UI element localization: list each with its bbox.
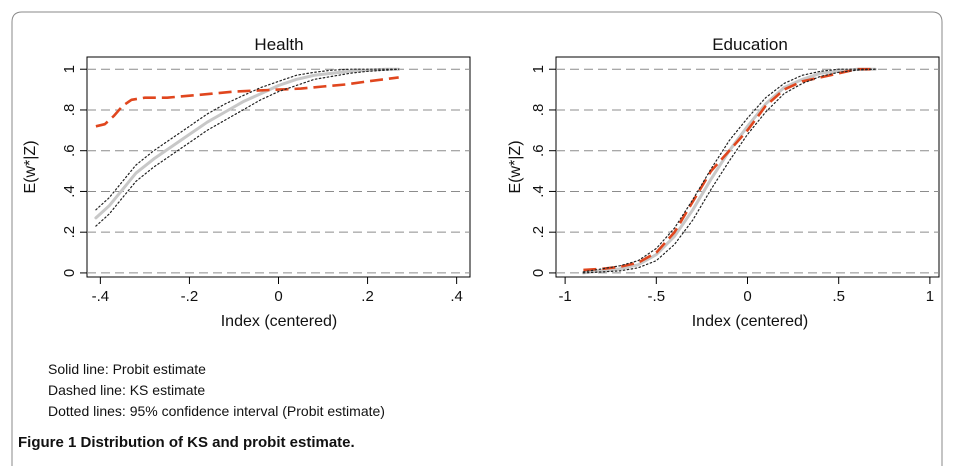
health-y-axis-label: E(w*|Z) [22,140,39,193]
education-x-tick-label: 1 [926,288,934,305]
education-x-tick-label: 0 [743,288,751,305]
health-y-tick-label: .6 [61,144,78,157]
health-series-dashed-1 [95,76,399,128]
education-y-tick-label: 1 [530,65,547,73]
health-y-tick-label: .2 [61,226,78,239]
education-series-dotted-3 [582,68,876,274]
health-y-tick-label: 1 [61,65,78,73]
education-x-tick-label: -.5 [648,288,666,305]
legend-note-dashed: Dashed line: KS estimate [48,382,206,398]
education-series-solid-0 [581,67,877,275]
health-x-tick-label: -.4 [92,288,110,305]
legend-note-solid: Solid line: Probit estimate [48,361,206,377]
education-y-tick-label: .6 [530,144,547,157]
education-series-dotted-2 [582,68,876,273]
education-chart: Education 0 .2 .4 .6 .8 1 -1 -.5 0 .5 1 Index (ce… [507,35,940,330]
legend-note-dotted: Dotted lines: 95% confidence interval (P… [48,403,385,419]
health-x-tick-label: 0 [274,288,282,305]
education-plot-area [555,56,940,278]
health-chart: Health 0 .2 .4 .6 .8 1 -.4 -.2 0 .2 .4 Index (cen… [22,35,471,330]
health-y-tick-label: 0 [61,269,78,277]
education-y-tick-label: .8 [530,104,547,117]
health-x-axis-label: Index (centered) [221,313,338,330]
health-x-tick-label: .2 [361,288,374,305]
health-series-dotted-3 [95,68,400,227]
health-x-tick-label: -.2 [181,288,199,305]
education-chart-title: Education [712,35,788,54]
education-y-axis-label: E(w*|Z) [507,140,524,193]
health-series-solid-0 [94,67,401,220]
education-y-tick-label: .2 [530,226,547,239]
figure-border [11,11,943,466]
education-x-axis-label: Index (centered) [692,313,809,330]
health-y-tick-label: .8 [61,104,78,117]
education-x-tick-label: -1 [558,288,571,305]
health-y-tick-label: .4 [61,185,78,198]
health-series-dotted-2 [95,68,400,211]
education-y-tick-label: 0 [530,269,547,277]
education-x-tick-label: .5 [832,288,845,305]
education-series-dashed-1 [583,67,876,272]
health-x-tick-label: .4 [450,288,463,305]
figure-caption: Figure 1 Distribution of KS and probit e… [18,434,355,451]
health-chart-title: Health [254,35,303,54]
education-y-tick-label: .4 [530,185,547,198]
